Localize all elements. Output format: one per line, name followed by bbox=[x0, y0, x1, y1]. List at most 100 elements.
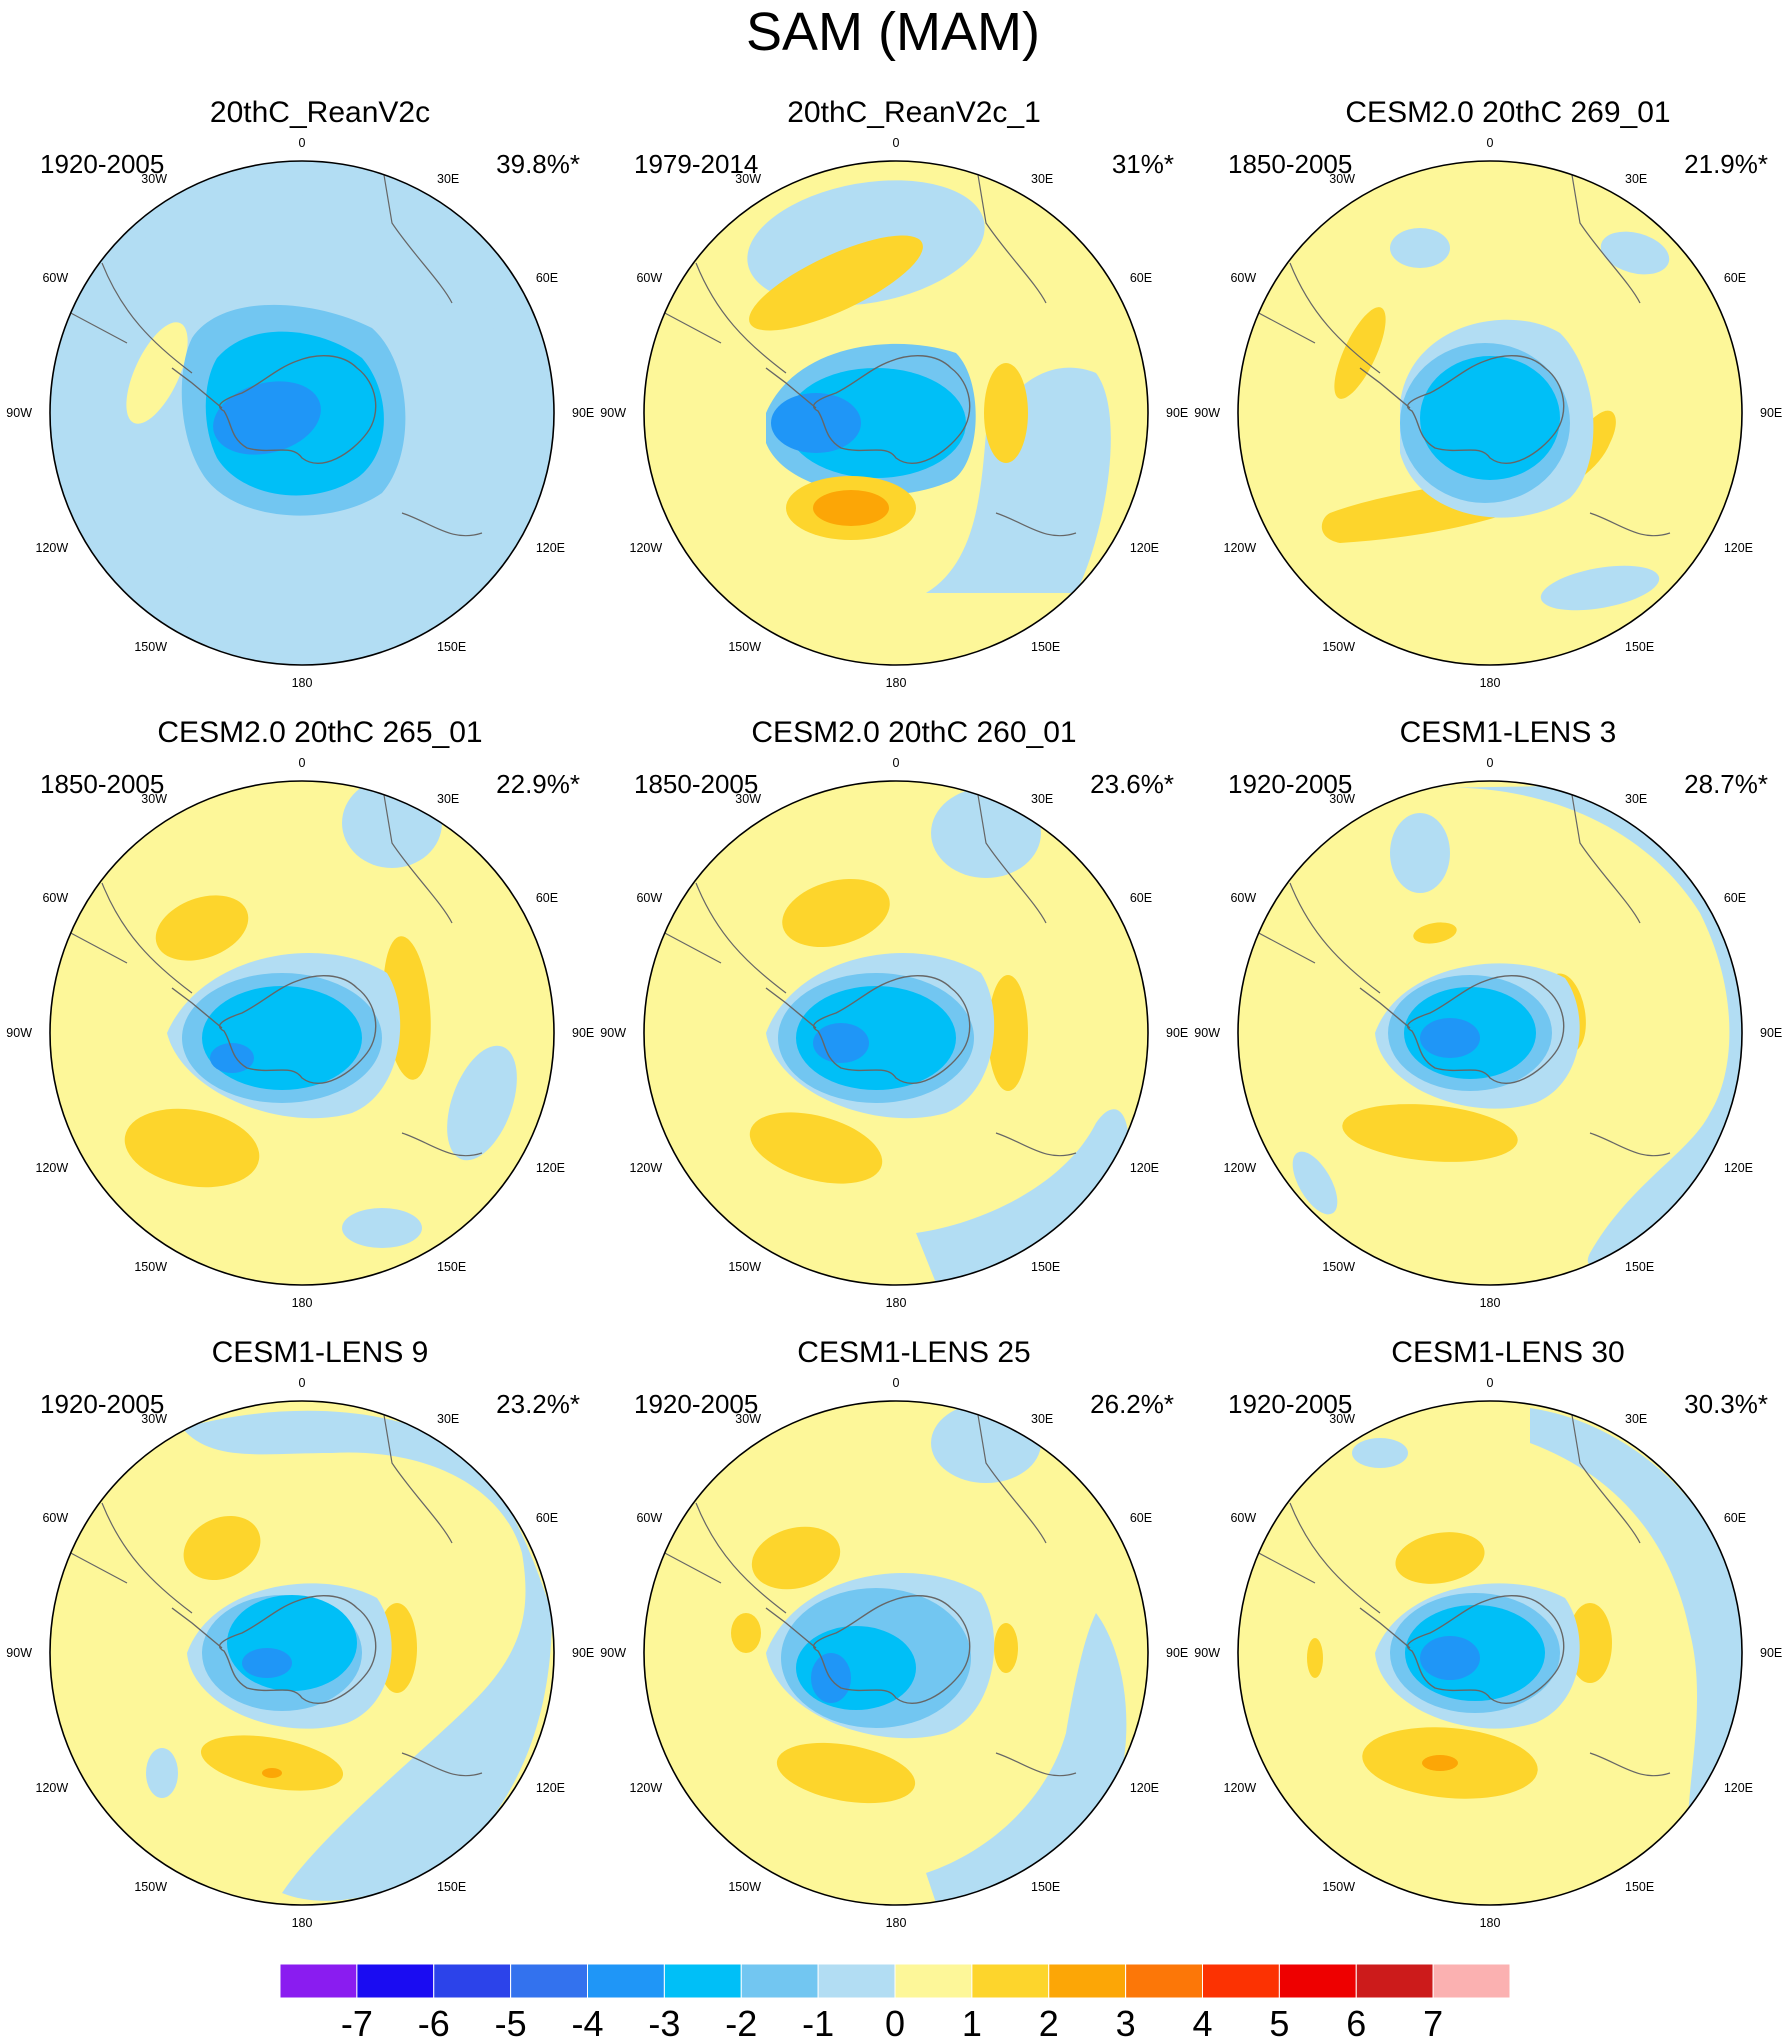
coastline bbox=[1569, 162, 1671, 537]
panel-variance: 31%* bbox=[1111, 149, 1174, 179]
contour-region bbox=[1352, 1438, 1408, 1468]
contour-region bbox=[183, 1515, 261, 1581]
panel-variance: 23.6%* bbox=[1090, 769, 1174, 799]
map-border bbox=[1237, 160, 1743, 666]
longitude-label: 60W bbox=[1230, 1511, 1256, 1525]
colorbar-swatch bbox=[817, 1963, 896, 1999]
longitude-label: 150W bbox=[728, 1880, 761, 1894]
map-border bbox=[1237, 1400, 1743, 1906]
longitude-label: 30W bbox=[141, 792, 167, 806]
colorbar-swatch bbox=[894, 1963, 973, 1999]
longitude-label: 120E bbox=[1130, 541, 1159, 555]
contour-region bbox=[811, 1653, 851, 1703]
contour-region bbox=[200, 1735, 344, 1791]
longitude-label: 150W bbox=[1322, 640, 1355, 654]
contour-region bbox=[926, 367, 1111, 593]
colorbar-swatch bbox=[587, 1963, 665, 1999]
contour-region bbox=[227, 1595, 357, 1691]
longitude-label: 60E bbox=[536, 1511, 558, 1525]
colorbar-swatch bbox=[1432, 1963, 1511, 1999]
colorbar-tick-label: 2 bbox=[1039, 2003, 1059, 2042]
map-panel: CESM2.0 20thC 260_01 1850-2005 23.6%* 0 30E 6… bbox=[600, 715, 1194, 1315]
polar-map: 0 30E 60E 90E 120E 150E 180 150W 120W 90W 60W 30W bbox=[600, 136, 1188, 690]
longitude-label: 0 bbox=[893, 1376, 900, 1390]
longitude-label: 180 bbox=[292, 1916, 313, 1930]
contour-region bbox=[731, 1613, 761, 1653]
panel-title: CESM2.0 20thC 265_01 bbox=[157, 716, 483, 749]
contour-region bbox=[813, 490, 889, 526]
contour-region bbox=[1420, 356, 1560, 480]
longitude-label: 120W bbox=[36, 1781, 69, 1795]
longitude-label: 150E bbox=[437, 640, 466, 654]
contour-region bbox=[988, 975, 1028, 1091]
longitude-label: 120E bbox=[1130, 1161, 1159, 1175]
contour-region bbox=[262, 1768, 282, 1778]
contour-region bbox=[155, 895, 249, 961]
longitude-label: 180 bbox=[1480, 1296, 1501, 1310]
longitude-label: 120W bbox=[36, 541, 69, 555]
longitude-label: 150E bbox=[1031, 1260, 1060, 1274]
coastline bbox=[1359, 354, 1565, 464]
longitude-label: 150W bbox=[134, 1880, 167, 1894]
polar-map: 0 30E 60E 90E 120E 150E 180 150W 120W 90W 60W 30W bbox=[6, 136, 594, 690]
contour-region bbox=[782, 878, 890, 948]
longitude-label: 120W bbox=[1224, 1781, 1257, 1795]
map-panel: CESM2.0 20thC 269_01 1850-2005 21.9%* 0 30E 6… bbox=[1194, 95, 1786, 695]
colorbar-tick-label: 1 bbox=[962, 2003, 982, 2042]
longitude-label: 180 bbox=[1480, 676, 1501, 690]
longitude-label: 0 bbox=[299, 756, 306, 770]
longitude-label: 150E bbox=[437, 1880, 466, 1894]
longitude-label: 0 bbox=[1487, 756, 1494, 770]
longitude-label: 60E bbox=[1724, 271, 1746, 285]
longitude-label: 150W bbox=[134, 1260, 167, 1274]
panel-variance: 30.3%* bbox=[1684, 1389, 1768, 1419]
polar-map: 0 30E 60E 90E 120E 150E 180 150W 120W 90W 60W 30W bbox=[6, 1376, 594, 1930]
polar-map: 0 30E 60E 90E 120E 150E 180 150W 120W 90W 60W 30W bbox=[1194, 136, 1782, 690]
contour-region bbox=[146, 1748, 178, 1798]
longitude-label: 60W bbox=[636, 891, 662, 905]
contour-region bbox=[931, 788, 1041, 878]
longitude-label: 90E bbox=[572, 406, 594, 420]
contour-region bbox=[813, 1023, 869, 1063]
map-border bbox=[643, 780, 1149, 1286]
longitude-label: 30W bbox=[1329, 792, 1355, 806]
coastline bbox=[381, 782, 483, 1157]
longitude-label: 120E bbox=[1724, 1161, 1753, 1175]
colorbar-swatch bbox=[356, 1963, 435, 1999]
longitude-label: 90W bbox=[6, 1026, 32, 1040]
longitude-label: 120W bbox=[630, 541, 663, 555]
contour-region bbox=[126, 322, 188, 424]
longitude-label: 90E bbox=[1166, 1026, 1188, 1040]
panel-period: 1850-2005 bbox=[1228, 149, 1353, 179]
longitude-label: 90E bbox=[1760, 1026, 1782, 1040]
contour-region bbox=[1422, 1755, 1458, 1771]
colorbar-tick-label: -7 bbox=[341, 2003, 373, 2042]
longitude-label: 150E bbox=[1031, 640, 1060, 654]
panel-title: CESM1-LENS 3 bbox=[1399, 716, 1617, 749]
longitude-label: 30E bbox=[1625, 172, 1647, 186]
longitude-label: 120E bbox=[1130, 1781, 1159, 1795]
contour-region bbox=[342, 781, 442, 868]
longitude-label: 90W bbox=[600, 406, 626, 420]
map-border bbox=[1237, 780, 1743, 1286]
longitude-label: 90E bbox=[572, 1646, 594, 1660]
contour-region bbox=[1413, 922, 1457, 944]
polar-map: 0 30E 60E 90E 120E 150E 180 150W 120W 90W 60W 30W bbox=[600, 756, 1188, 1310]
contour-region bbox=[751, 1526, 841, 1590]
panel-title: CESM2.0 20thC 269_01 bbox=[1345, 96, 1671, 129]
longitude-label: 150W bbox=[728, 640, 761, 654]
contour-region bbox=[771, 393, 861, 453]
longitude-label: 30E bbox=[1625, 1412, 1647, 1426]
panel-period: 1920-2005 bbox=[1228, 769, 1353, 799]
longitude-label: 30E bbox=[1031, 792, 1053, 806]
colorbar-tick-label: -5 bbox=[495, 2003, 527, 2042]
longitude-label: 120E bbox=[1724, 1781, 1753, 1795]
contour-region bbox=[1568, 1603, 1612, 1683]
coastline bbox=[381, 1402, 483, 1777]
contour-region bbox=[182, 1410, 552, 1901]
contour-region bbox=[984, 363, 1028, 463]
contour-region bbox=[749, 1112, 883, 1184]
colorbar-swatch bbox=[740, 1963, 819, 1999]
panel-period: 1920-2005 bbox=[40, 1389, 165, 1419]
contour-region bbox=[1600, 231, 1670, 275]
